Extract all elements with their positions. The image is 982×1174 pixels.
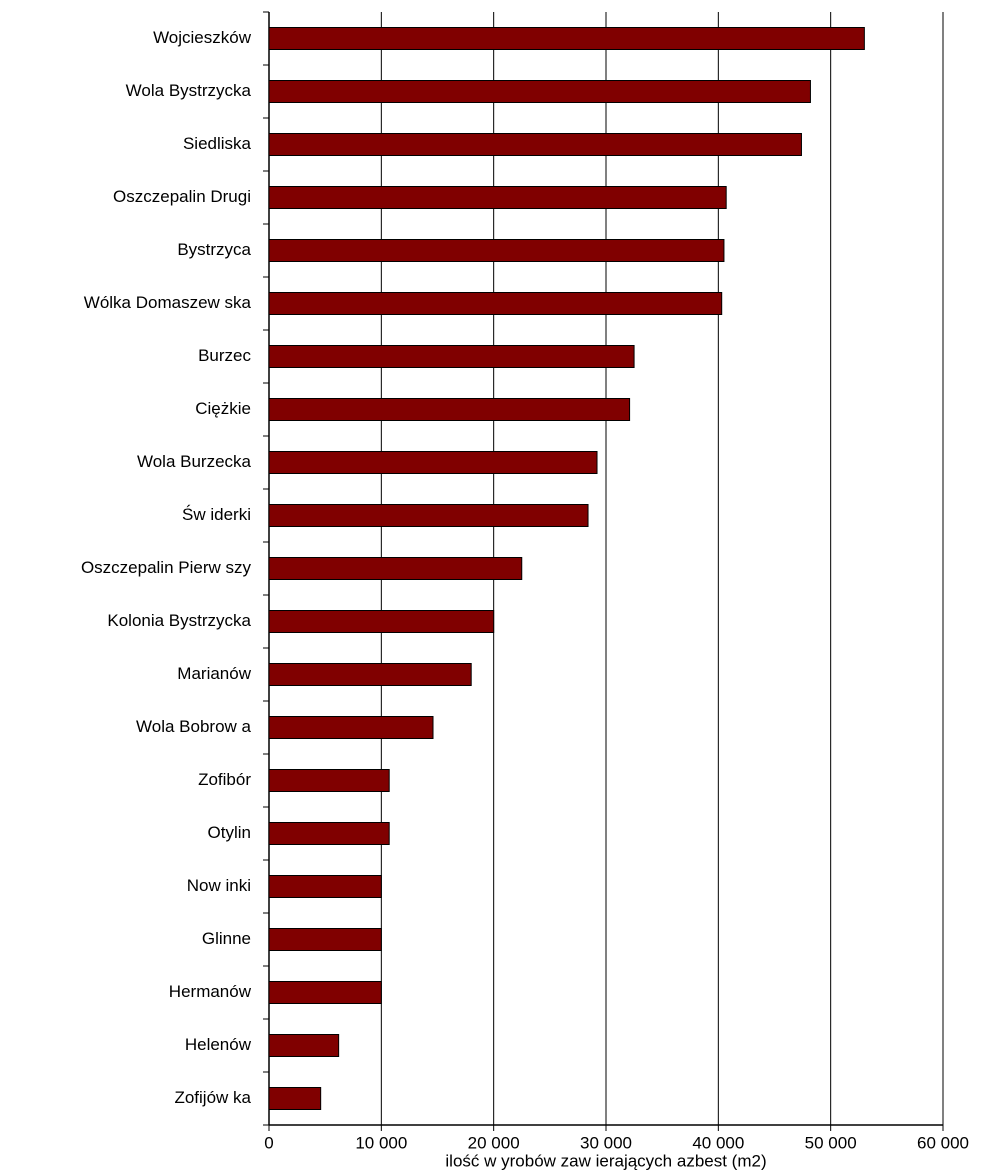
y-tick-label: Św iderki xyxy=(182,505,251,524)
x-tick-label: 30 000 xyxy=(580,1133,632,1152)
bar xyxy=(268,345,635,368)
y-tick-label: Wola Burzecka xyxy=(137,452,252,471)
x-tick-label: 40 000 xyxy=(692,1133,744,1152)
y-tick-label: Zofijów ka xyxy=(174,1088,251,1107)
bar xyxy=(268,875,382,898)
y-tick-label: Bystrzyca xyxy=(177,240,251,259)
y-tick-label: Oszczepalin Pierw szy xyxy=(81,558,252,577)
bar xyxy=(268,292,723,315)
x-tick-label: 10 000 xyxy=(355,1133,407,1152)
y-tick-label: Wola Bystrzycka xyxy=(126,81,252,100)
y-tick-label: Burzec xyxy=(198,346,251,365)
y-tick-label: Wojcieszków xyxy=(153,28,252,47)
y-tick-label: Hermanów xyxy=(169,982,252,1001)
y-tick-label: Wólka Domaszew ska xyxy=(84,293,252,312)
x-tick-label: 50 000 xyxy=(805,1133,857,1152)
y-tick-label: Helenów xyxy=(185,1035,252,1054)
x-tick-label: 20 000 xyxy=(468,1133,520,1152)
bar xyxy=(268,557,523,580)
bar xyxy=(268,133,802,156)
y-tick-label: Kolonia Bystrzycka xyxy=(107,611,251,630)
bar xyxy=(268,981,382,1004)
bar xyxy=(268,716,434,739)
bar xyxy=(268,27,865,50)
y-tick-label: Siedliska xyxy=(183,134,252,153)
y-tick-label: Otylin xyxy=(208,823,251,842)
bar xyxy=(268,663,472,686)
bar xyxy=(268,239,725,262)
bar xyxy=(268,610,495,633)
y-tick-label: Ciężkie xyxy=(195,399,251,418)
bar xyxy=(268,451,598,474)
bar xyxy=(268,80,811,103)
x-axis-title: ilość w yrobów zaw ierających azbest (m2… xyxy=(445,1151,766,1170)
bar xyxy=(268,504,589,527)
y-tick-label: Oszczepalin Drugi xyxy=(113,187,251,206)
y-tick-label: Zofibór xyxy=(198,770,251,789)
bar xyxy=(268,769,390,792)
y-tick-label: Wola Bobrow a xyxy=(136,717,252,736)
bar xyxy=(268,398,631,421)
bar xyxy=(268,822,390,845)
y-tick-label: Now inki xyxy=(187,876,251,895)
x-tick-label: 60 000 xyxy=(917,1133,969,1152)
bar xyxy=(268,1087,322,1110)
bar xyxy=(268,928,382,951)
y-tick-label: Glinne xyxy=(202,929,251,948)
bar xyxy=(268,1034,340,1057)
y-tick-label: Marianów xyxy=(177,664,251,683)
x-tick-label: 0 xyxy=(264,1133,273,1152)
bar xyxy=(268,186,727,209)
